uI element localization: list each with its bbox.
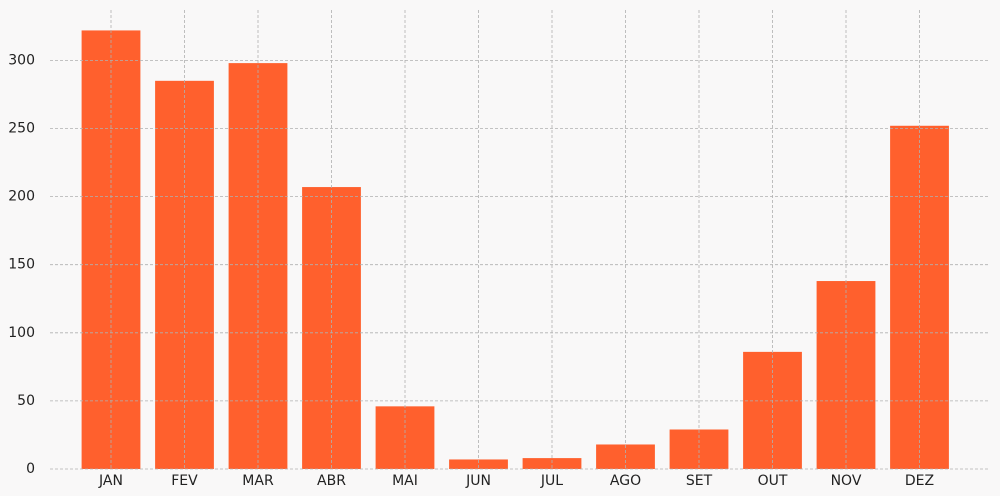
x-tick-label: MAR: [242, 473, 274, 489]
y-tick-label: 50: [17, 393, 35, 409]
y-tick-label: 250: [8, 120, 35, 136]
x-tick-label: DEZ: [905, 473, 934, 489]
x-tick-label: FEV: [171, 473, 198, 489]
x-tick-label: NOV: [831, 473, 862, 489]
y-tick-label: 300: [8, 52, 35, 68]
y-tick-label: 0: [26, 461, 35, 477]
x-tick-label: MAI: [392, 473, 418, 489]
x-tick-label: JUN: [465, 473, 491, 489]
y-tick-label: 200: [8, 189, 35, 205]
x-tick-label: JUL: [540, 473, 563, 489]
x-tick-label: OUT: [758, 473, 788, 489]
x-tick-label: JAN: [98, 473, 123, 489]
y-tick-label: 150: [8, 257, 35, 273]
y-tick-label: 100: [8, 325, 35, 341]
x-tick-label: ABR: [317, 473, 346, 489]
bar: [449, 459, 508, 469]
bar: [522, 458, 582, 469]
x-tick-label: AGO: [610, 473, 641, 489]
x-tick-label: SET: [686, 473, 713, 489]
